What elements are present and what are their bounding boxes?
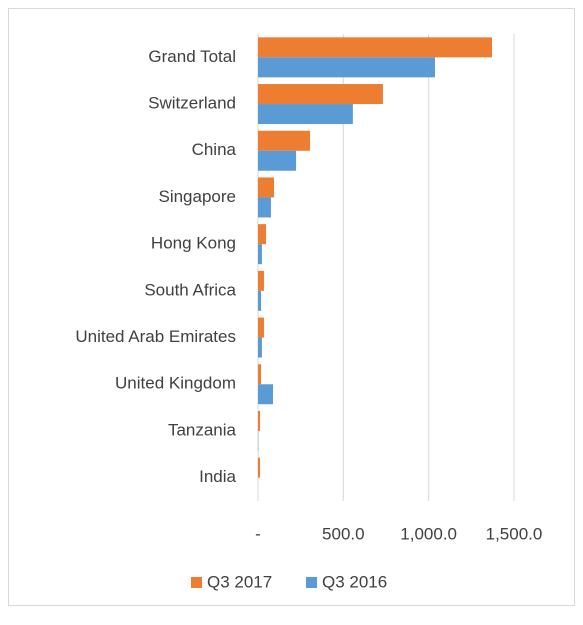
bar (258, 271, 264, 291)
y-tick-label: India (199, 467, 236, 486)
y-tick-label: South Africa (144, 280, 236, 299)
bar (258, 84, 383, 104)
bar (258, 384, 273, 404)
legend-swatch (191, 577, 202, 588)
bar (258, 104, 353, 124)
bar (258, 177, 274, 197)
bar (258, 411, 260, 431)
y-tick-label: Switzerland (148, 94, 236, 113)
y-tick-label: Tanzania (168, 420, 237, 439)
y-tick-label: China (192, 140, 237, 159)
x-tick-label: 500.0 (322, 524, 365, 543)
x-tick-label: 1,000.0 (400, 524, 457, 543)
bar (258, 131, 310, 151)
y-tick-label: Singapore (158, 187, 236, 206)
bar (258, 338, 262, 358)
y-tick-label: United Kingdom (115, 374, 236, 393)
bar (258, 244, 262, 264)
legend-label: Q3 2016 (322, 572, 387, 591)
bar (258, 291, 261, 311)
bar (258, 318, 264, 338)
x-tick-label: 1,500.0 (486, 524, 543, 543)
bar (258, 151, 296, 171)
bar (258, 57, 435, 77)
bar (258, 364, 261, 384)
bar (258, 197, 271, 217)
y-tick-label: Grand Total (148, 47, 236, 66)
bar (258, 458, 260, 478)
bar (258, 224, 266, 244)
y-tick-label: United Arab Emirates (75, 327, 236, 346)
x-tick-label: - (255, 524, 261, 543)
bar (258, 37, 492, 57)
legend-label: Q3 2017 (207, 572, 272, 591)
y-tick-label: Hong Kong (151, 234, 236, 253)
legend-swatch (306, 577, 317, 588)
